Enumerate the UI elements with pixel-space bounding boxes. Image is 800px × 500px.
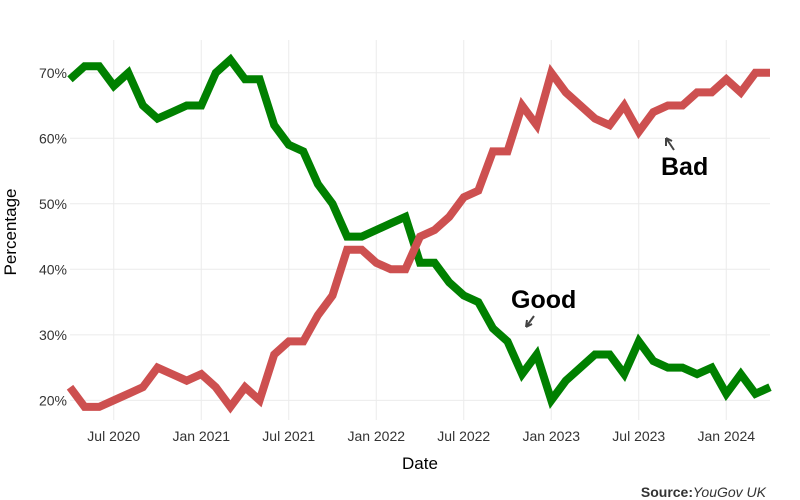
x-tick-label: Jan 2021 [172, 428, 230, 444]
y-tick-label: 60% [39, 130, 67, 146]
y-tick-label: 50% [39, 196, 67, 212]
y-tick-label: 30% [39, 327, 67, 343]
x-tick-label: Jan 2022 [347, 428, 405, 444]
y-tick-label: 40% [39, 261, 67, 277]
annotation-arrow [525, 315, 535, 328]
x-tick-label: Jul 2023 [612, 428, 665, 444]
annotation: Bad [661, 153, 708, 181]
x-axis-label: Date [402, 454, 438, 473]
line-series [67, 53, 772, 409]
annotation: Good [511, 286, 576, 314]
x-tick-label: Jul 2022 [437, 428, 490, 444]
source-label: Source: [641, 484, 693, 500]
annotation-arrow [665, 137, 675, 151]
x-tick-label: Jan 2023 [522, 428, 580, 444]
line-series [66, 63, 770, 414]
grid [70, 40, 770, 420]
y-tick-label: 20% [39, 392, 67, 408]
x-tick-label: Jul 2021 [262, 428, 315, 444]
y-axis-label: Percentage [1, 189, 20, 276]
source: YouGov UK [693, 484, 767, 500]
lines [66, 53, 772, 414]
y-tick-label: 70% [39, 65, 67, 81]
x-tick-label: Jan 2024 [697, 428, 755, 444]
x-tick-label: Jul 2020 [87, 428, 140, 444]
